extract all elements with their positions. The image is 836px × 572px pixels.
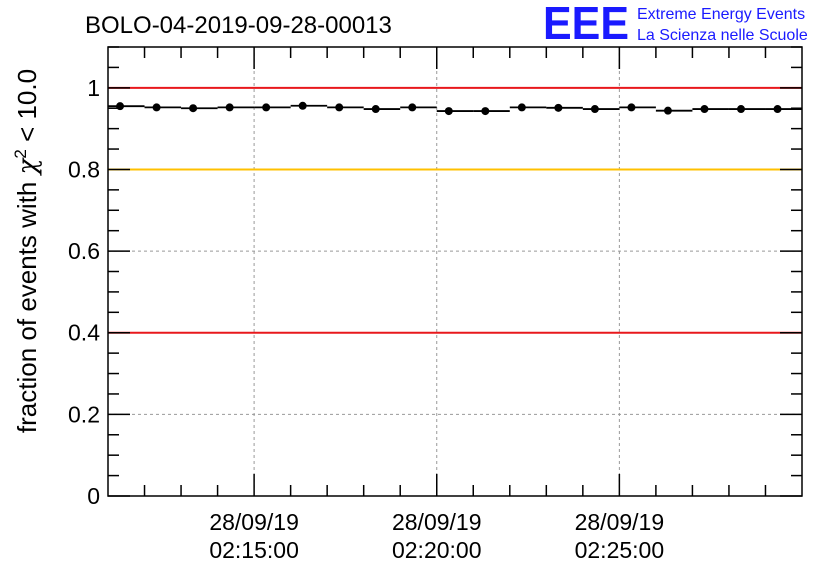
data-series <box>108 101 802 116</box>
reference-lines <box>108 86 802 334</box>
y-axis-label-prefix: fraction of events with <box>12 174 42 433</box>
eee-logo-line1: Extreme Energy Events <box>637 6 805 23</box>
eee-logo-line2: La Scienza nelle Scuole <box>637 27 808 44</box>
data-point <box>517 103 526 112</box>
y-tick-label: 0.6 <box>68 238 100 264</box>
data-point <box>408 103 417 112</box>
data-point <box>298 101 307 110</box>
data-point <box>189 104 198 113</box>
x-tick-date: 28/09/19 <box>209 509 299 535</box>
y-tick-label: 0.8 <box>68 156 100 182</box>
x-tick-time: 02:20:00 <box>392 537 482 563</box>
data-point <box>481 107 490 116</box>
data-point <box>116 102 125 111</box>
y-axis: 0 0.2 0.4 0.6 0.8 1 <box>68 46 802 509</box>
plot-frame <box>107 46 803 497</box>
y-axis-label-symbol: χ <box>13 156 43 176</box>
data-point <box>627 103 636 112</box>
data-point <box>444 107 453 116</box>
eee-logo-mark: EEE <box>543 0 629 49</box>
gridlines <box>108 47 802 496</box>
y-tick-label: 0 <box>87 483 100 509</box>
data-point <box>737 105 746 114</box>
x-tick-time: 02:25:00 <box>575 537 665 563</box>
data-point <box>152 103 161 112</box>
x-tick-time: 02:15:00 <box>209 537 299 563</box>
data-point <box>554 103 563 112</box>
x-axis: 28/09/1902:15:0028/09/1902:20:0028/09/19… <box>143 47 767 563</box>
data-point <box>225 103 234 112</box>
y-tick-label: 0.4 <box>68 320 100 346</box>
x-tick-date: 28/09/19 <box>392 509 482 535</box>
chart-title: BOLO-04-2019-09-28-00013 <box>85 12 392 39</box>
y-tick-label: 1 <box>87 75 100 101</box>
y-axis-label: fraction of events with χ2 < 10.0 <box>11 69 43 433</box>
data-point <box>663 106 672 115</box>
eee-logo: EEE Extreme Energy Events La Scienza nel… <box>543 0 808 49</box>
data-point <box>262 103 271 112</box>
data-point <box>335 103 344 112</box>
data-point <box>773 105 782 114</box>
data-point <box>590 105 599 114</box>
y-axis-label-superscript: 2 <box>11 149 30 158</box>
data-point <box>700 105 709 114</box>
y-tick-label: 0.2 <box>68 401 100 427</box>
y-axis-label-suffix: < 10.0 <box>12 69 42 149</box>
data-point <box>371 105 380 114</box>
x-tick-date: 28/09/19 <box>575 509 665 535</box>
